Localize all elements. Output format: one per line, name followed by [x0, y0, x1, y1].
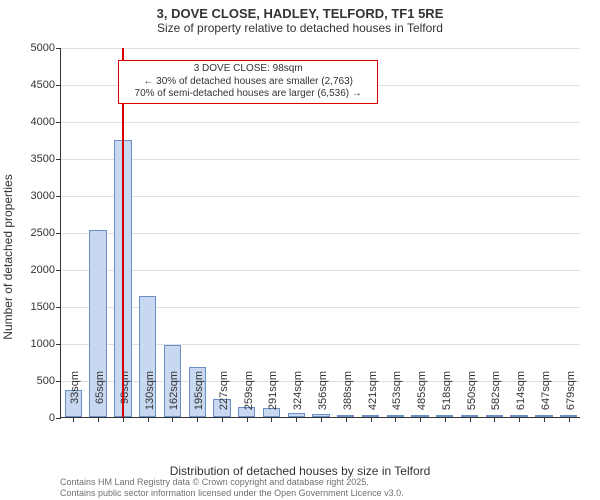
ytick-label: 3500 — [31, 153, 61, 165]
xtick-label: 356sqm — [317, 371, 329, 421]
y-axis-label: Number of detached properties — [1, 174, 15, 339]
xtick-label: 518sqm — [441, 371, 453, 421]
gridline — [61, 196, 580, 197]
xtick-label: 614sqm — [515, 371, 527, 421]
gridline — [61, 159, 580, 160]
xtick-label: 227sqm — [218, 371, 230, 421]
page-title: 3, DOVE CLOSE, HADLEY, TELFORD, TF1 5RE — [0, 6, 600, 21]
title-block: 3, DOVE CLOSE, HADLEY, TELFORD, TF1 5RE … — [0, 0, 600, 35]
xtick-label: 647sqm — [540, 371, 552, 421]
annotation-line1: ← 30% of detached houses are smaller (2,… — [123, 76, 373, 89]
xtick-label: 65sqm — [94, 371, 106, 421]
xtick-label: 324sqm — [292, 371, 304, 421]
xtick-label: 582sqm — [490, 371, 502, 421]
gridline — [61, 233, 580, 234]
xtick-label: 98sqm — [119, 371, 131, 421]
ytick-label: 4500 — [31, 79, 61, 91]
footer-line2: Contains public sector information licen… — [60, 488, 404, 498]
ytick-label: 0 — [49, 412, 61, 424]
ytick-label: 2500 — [31, 227, 61, 239]
annotation-box: 3 DOVE CLOSE: 98sqm ← 30% of detached ho… — [118, 60, 378, 104]
gridline — [61, 270, 580, 271]
ytick-label: 5000 — [31, 42, 61, 54]
ytick-label: 4000 — [31, 116, 61, 128]
annotation-title: 3 DOVE CLOSE: 98sqm — [123, 63, 373, 76]
xtick-label: 453sqm — [391, 371, 403, 421]
xtick-label: 291sqm — [267, 371, 279, 421]
ytick-label: 500 — [37, 375, 61, 387]
xtick-label: 130sqm — [144, 371, 156, 421]
ytick-label: 3000 — [31, 190, 61, 202]
xtick-label: 550sqm — [466, 371, 478, 421]
xtick-label: 162sqm — [168, 371, 180, 421]
gridline — [61, 48, 580, 49]
gridline — [61, 122, 580, 123]
xtick-label: 421sqm — [367, 371, 379, 421]
footer-line1: Contains HM Land Registry data © Crown c… — [60, 477, 404, 487]
plot-area: 0500100015002000250030003500400045005000… — [60, 48, 580, 418]
xtick-label: 485sqm — [416, 371, 428, 421]
footer: Contains HM Land Registry data © Crown c… — [60, 477, 404, 498]
xtick-label: 388sqm — [342, 371, 354, 421]
ytick-label: 1500 — [31, 301, 61, 313]
ytick-label: 1000 — [31, 338, 61, 350]
xtick-label: 195sqm — [193, 371, 205, 421]
xtick-label: 259sqm — [243, 371, 255, 421]
ytick-label: 2000 — [31, 264, 61, 276]
xtick-label: 33sqm — [69, 371, 81, 421]
xtick-label: 679sqm — [565, 371, 577, 421]
chart-container: 3, DOVE CLOSE, HADLEY, TELFORD, TF1 5RE … — [0, 0, 600, 500]
x-axis-label: Distribution of detached houses by size … — [170, 464, 431, 478]
page-subtitle: Size of property relative to detached ho… — [0, 21, 600, 35]
annotation-line2: 70% of semi-detached houses are larger (… — [123, 88, 373, 101]
